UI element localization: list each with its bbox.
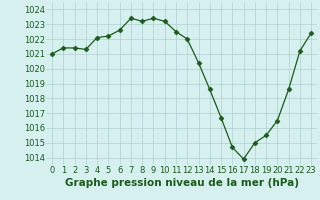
X-axis label: Graphe pression niveau de la mer (hPa): Graphe pression niveau de la mer (hPa): [65, 178, 299, 188]
